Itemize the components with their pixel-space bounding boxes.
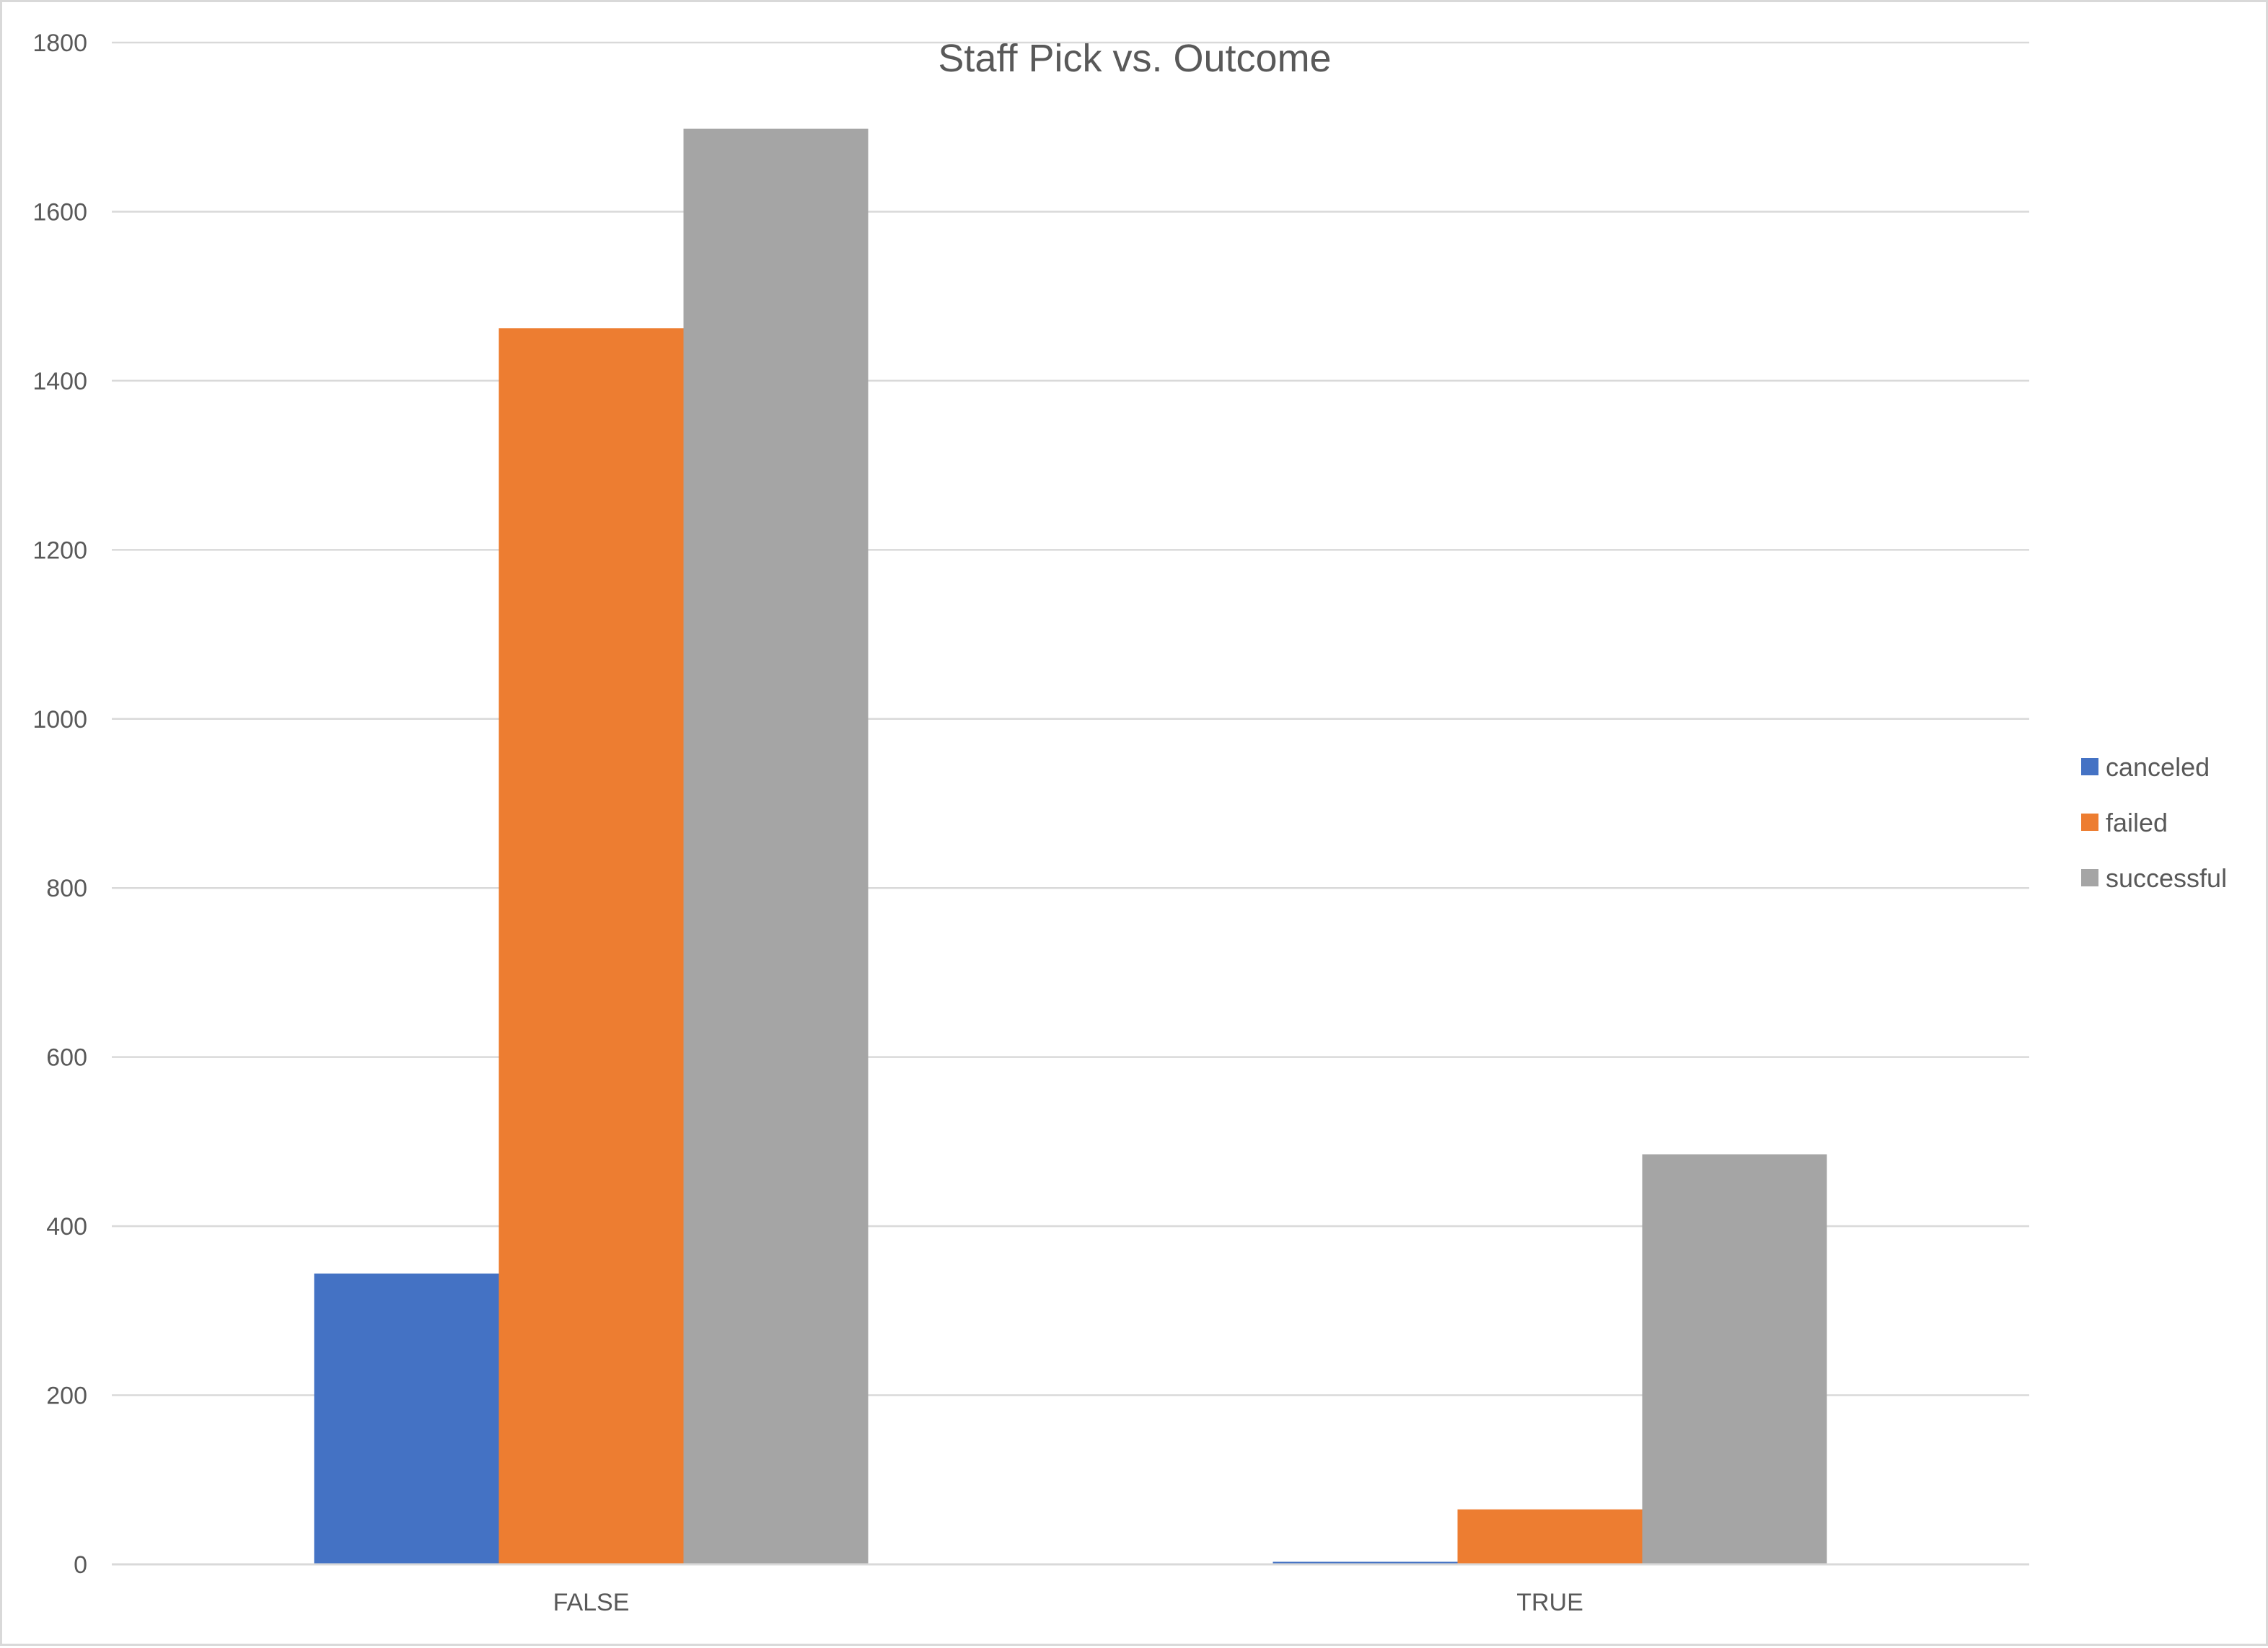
bar-successful-false (684, 129, 869, 1564)
legend-label: failed (2106, 808, 2168, 837)
bars (315, 129, 1827, 1564)
bar-canceled-false (315, 1274, 499, 1564)
x-axis-tick-labels: FALSE TRUE (553, 1589, 1583, 1616)
y-tick-label: 1400 (32, 368, 87, 395)
legend: canceled failed successful (2081, 752, 2227, 893)
x-tick-label: TRUE (1516, 1589, 1583, 1616)
y-tick-label: 1600 (32, 198, 87, 226)
y-tick-label: 1000 (32, 706, 87, 733)
legend-label: successful (2106, 863, 2227, 893)
x-tick-label: FALSE (553, 1589, 630, 1616)
legend-label: canceled (2106, 752, 2210, 782)
legend-swatch (2081, 758, 2098, 775)
y-tick-label: 1800 (32, 30, 87, 57)
y-tick-label: 400 (46, 1213, 87, 1241)
legend-item-failed: failed (2081, 808, 2168, 837)
bar-failed-false (499, 328, 684, 1564)
legend-item-successful: successful (2081, 863, 2227, 893)
y-tick-label: 800 (46, 875, 87, 902)
y-axis-tick-labels: 0 200 400 600 800 1000 1200 1400 1600 1800 (32, 30, 87, 1579)
legend-swatch (2081, 814, 2098, 831)
bar-failed-true (1458, 1510, 1643, 1564)
y-tick-label: 200 (46, 1383, 87, 1410)
legend-item-canceled: canceled (2081, 752, 2210, 782)
legend-swatch (2081, 869, 2098, 886)
bar-successful-true (1643, 1154, 1827, 1564)
y-tick-label: 1200 (32, 537, 87, 564)
y-tick-label: 0 (74, 1551, 87, 1579)
y-tick-label: 600 (46, 1044, 87, 1072)
chart-title: Staff Pick vs. Outcome (938, 37, 1331, 80)
